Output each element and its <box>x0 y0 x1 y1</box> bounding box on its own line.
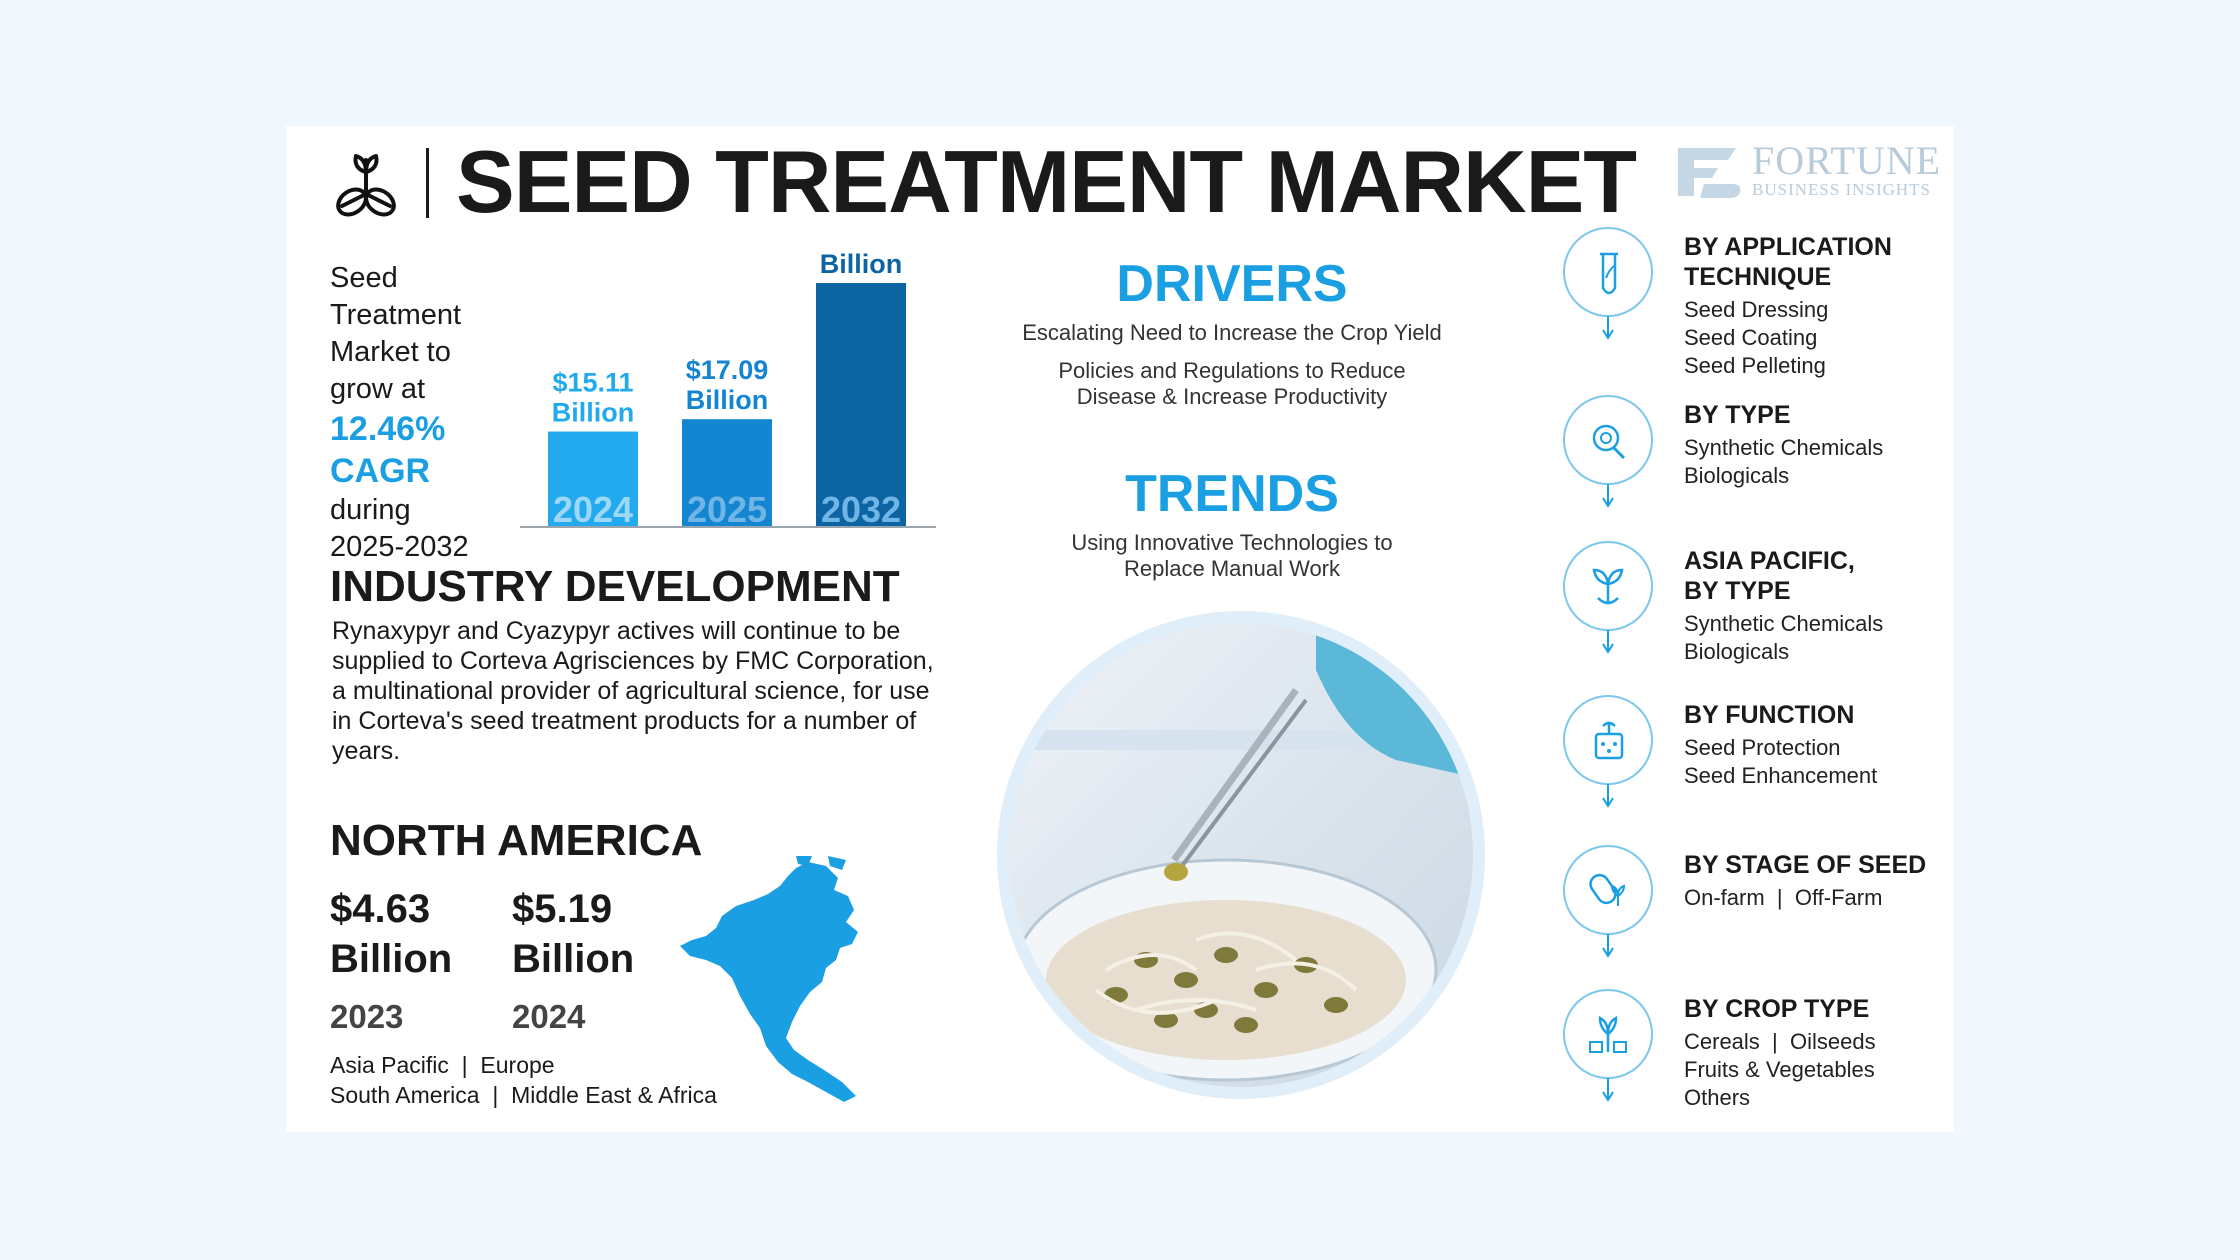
segment-item: Synthetic Chemicals <box>1684 611 1884 636</box>
brand-name: FORTUNE <box>1752 138 1942 183</box>
trends-line-2: Replace Manual Work <box>1123 556 1341 581</box>
segment-item: Fruits & Vegetables <box>1684 1057 1875 1082</box>
segment-heading: BY FUNCTION <box>1684 701 1855 729</box>
bar-2025 <box>682 419 772 526</box>
segment-heading: BY STAGE OF SEED <box>1684 851 1927 879</box>
cagr-line-3: grow at <box>330 373 426 405</box>
microbe-magnifier-icon <box>1563 395 1653 508</box>
bar-unit-label: Billion <box>820 250 903 279</box>
segment-item: Biologicals <box>1684 463 1790 488</box>
na-amount: $5.19 <box>512 887 613 931</box>
market-size-bar-chart: 2024$15.11Billion2025$17.09Billion2032$3… <box>520 250 936 530</box>
bar-unit-label: Billion <box>552 398 635 428</box>
cagr-label: CAGR <box>330 452 431 490</box>
na-amount: $4.63 <box>330 887 431 931</box>
fortune-logo-icon <box>1678 148 1741 198</box>
segment-item: Seed Enhancement <box>1684 763 1878 788</box>
drivers-title: DRIVERS <box>1116 255 1348 313</box>
segment-5: BY CROP TYPE Cereals | Oilseeds Fruits & V… <box>1684 994 1954 1112</box>
brand-subtitle: BUSINESS INSIGHTS <box>1752 180 1931 199</box>
segment-heading-line-2: TECHNIQUE <box>1684 263 1832 291</box>
seed-petri-dish-photo <box>997 611 1485 1099</box>
north-america-map-icon <box>680 856 858 1102</box>
segment-item: Others <box>1684 1085 1751 1110</box>
bar-value-label: $17.09 <box>686 355 769 385</box>
segment-item: Cereals | Oilseeds <box>1684 1029 1876 1054</box>
crop-icon <box>1563 989 1653 1102</box>
trends-title: TRENDS <box>1125 465 1339 523</box>
segment-3: BY FUNCTION Seed Protection Seed Enhanceme… <box>1684 700 1954 790</box>
segment-item: Biologicals <box>1684 639 1790 664</box>
segment-heading: BY TYPE <box>1684 401 1791 429</box>
drivers-item-1: Escalating Need to Increase the Crop Yie… <box>1022 320 1442 345</box>
na-unit: Billion <box>512 937 635 981</box>
cagr-period: 2025-2032 <box>330 531 469 563</box>
bar-category-label: 2024 <box>553 489 633 530</box>
bar-2024 <box>548 431 638 526</box>
segment-4: BY STAGE OF SEED On-farm | Off-Farm <box>1684 850 1954 912</box>
segment-item: Seed Pelleting <box>1684 353 1826 378</box>
segment-0: BY APPLICATION TECHNIQUE Seed Dressing Seed… <box>1684 232 1954 380</box>
segment-heading: BY CROP TYPE <box>1684 995 1870 1023</box>
segment-item: Seed Protection <box>1684 735 1841 760</box>
na-value-2023: $4.63 Billion 2023 <box>330 884 452 1036</box>
bar-category-label: 2025 <box>687 489 767 530</box>
segment-item: Seed Coating <box>1684 325 1818 350</box>
na-value-2024: $5.19 Billion 2024 <box>512 884 634 1036</box>
segment-item: On-farm | Off-Farm <box>1684 885 1883 910</box>
segment-item: Synthetic Chemicals <box>1684 435 1884 460</box>
segment-heading: BY APPLICATION <box>1684 233 1892 261</box>
capsule-plant-icon <box>1563 845 1653 958</box>
bar-value-label: $15.11 <box>552 368 633 398</box>
bar-unit-label: Billion <box>686 385 769 415</box>
cagr-line-1: Seed Treatment <box>330 262 462 331</box>
test-tube-icon <box>1563 227 1653 340</box>
drivers-item-2-line-2: Disease & Increase Productivity <box>1076 384 1388 409</box>
industry-development-title: INDUSTRY DEVELOPMENT <box>330 562 900 611</box>
industry-development-body: Rynaxypyr and Cyazypyr actives will cont… <box>332 617 934 765</box>
other-regions: Asia Pacific | Europe South America | Mi… <box>330 1050 717 1110</box>
seed-tray-icon <box>1563 695 1653 808</box>
segment-1: BY TYPE Synthetic Chemicals Biologicals <box>1684 400 1954 490</box>
north-america-title: NORTH AMERICA <box>330 816 703 865</box>
page-title: SEED TREATMENT MARKET <box>456 132 1637 231</box>
cagr-summary: Seed Treatment Market to grow at 12.46% … <box>330 260 530 566</box>
cagr-line-4: during <box>330 494 411 526</box>
trends-item: Using Innovative Technologies to Replace… <box>932 530 1532 582</box>
segment-2: ASIA PACIFIC, BY TYPE Synthetic Chemicals B… <box>1684 546 1954 666</box>
cagr-line-2: Market to <box>330 336 451 368</box>
segment-heading: ASIA PACIFIC, <box>1684 547 1855 575</box>
drivers-item-2-line-1: Policies and Regulations to Reduce <box>1058 358 1406 383</box>
bar-category-label: 2032 <box>821 489 901 530</box>
drivers-item-2: Policies and Regulations to Reduce Disea… <box>932 358 1532 410</box>
sprout-icon <box>1563 541 1653 654</box>
na-unit: Billion <box>330 937 453 981</box>
trends-line-1: Using Innovative Technologies to <box>1071 530 1393 555</box>
segment-item: Seed Dressing <box>1684 297 1829 322</box>
bar-2032 <box>816 283 906 526</box>
regions-line-1: Asia Pacific | Europe <box>330 1052 555 1078</box>
na-year: 2024 <box>512 998 586 1035</box>
na-year: 2023 <box>330 998 404 1035</box>
cagr-rate: 12.46% <box>330 410 446 448</box>
seed-sprout-logo-icon <box>336 154 396 217</box>
header-divider <box>426 148 429 218</box>
regions-line-2: South America | Middle East & Africa <box>330 1082 717 1108</box>
segment-heading-line-2: BY TYPE <box>1684 577 1791 605</box>
